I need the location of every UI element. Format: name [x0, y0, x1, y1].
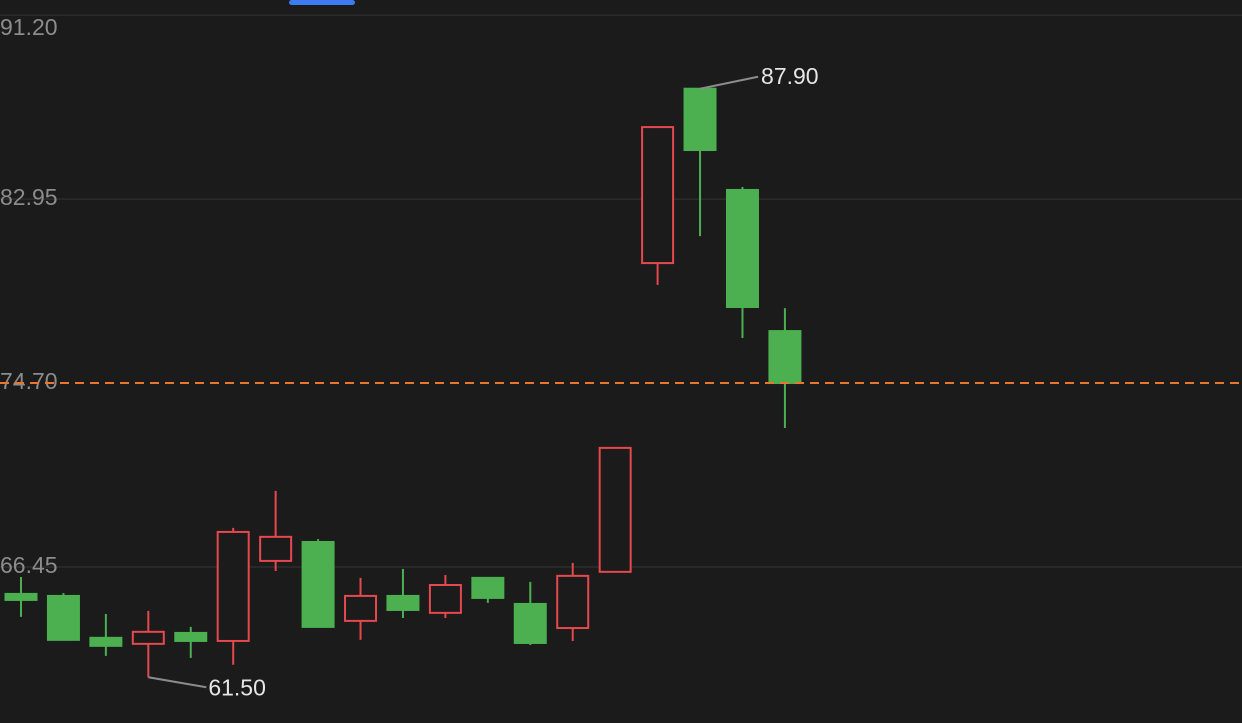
- candle-body: [174, 631, 208, 642]
- candle-body: [4, 592, 38, 601]
- candle-body: [131, 630, 165, 645]
- candle-body: [683, 87, 717, 152]
- max-label: 87.90: [761, 63, 819, 89]
- candle-body: [556, 574, 590, 630]
- candle-body: [768, 330, 802, 385]
- candle-body: [386, 594, 420, 611]
- candle-body: [344, 594, 378, 622]
- min-label: 61.50: [208, 674, 266, 700]
- candle-body: [471, 576, 505, 599]
- candle-body: [259, 535, 293, 562]
- candle-body: [598, 446, 632, 573]
- y-tick-label: 66.45: [0, 552, 58, 578]
- candle-body: [301, 540, 335, 628]
- candle-body: [46, 594, 80, 641]
- min-leader: [148, 676, 207, 689]
- tab-indicator: [289, 0, 355, 5]
- y-tick-label: 91.20: [0, 14, 58, 40]
- max-leader: [699, 75, 759, 90]
- candle-body: [641, 126, 675, 265]
- candle-body: [89, 636, 123, 647]
- candle-body: [216, 530, 250, 642]
- candle-body: [513, 602, 547, 644]
- candle-body: [725, 188, 759, 308]
- y-tick-label: 74.70: [0, 368, 58, 394]
- candle-body: [428, 583, 462, 614]
- y-tick-label: 82.95: [0, 184, 58, 210]
